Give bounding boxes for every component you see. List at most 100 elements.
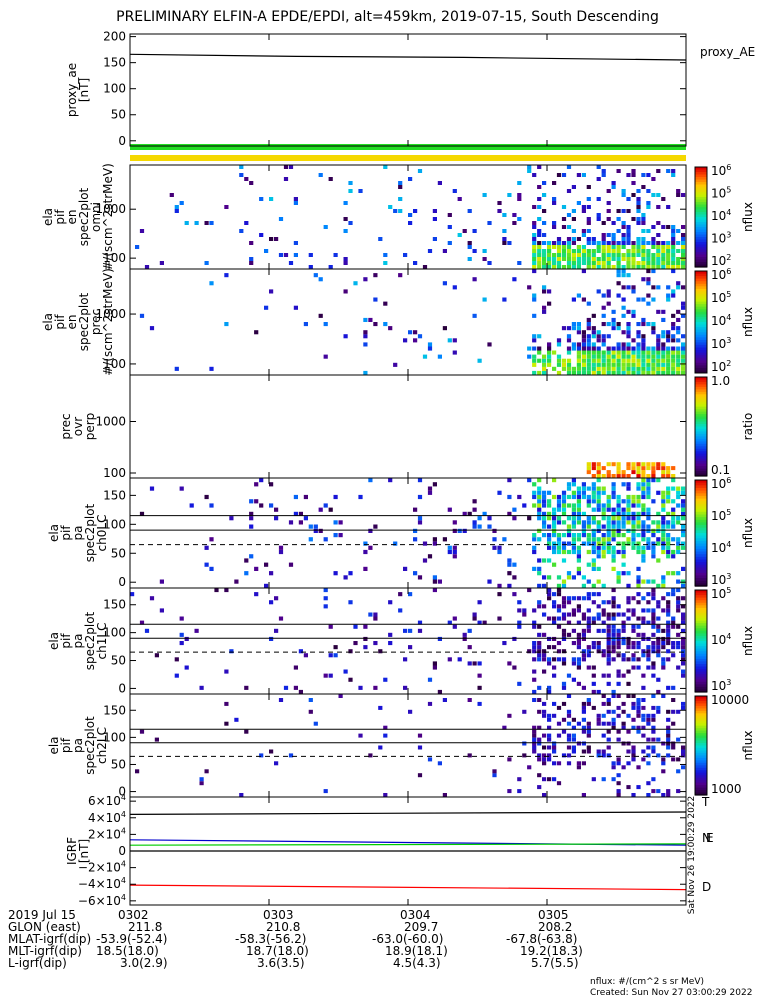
heatmap-cell [621,516,626,521]
heatmap-cell [552,741,557,746]
heatmap-cell [264,583,269,588]
heatmap-cell [576,721,581,726]
heatmap-cell [527,588,532,593]
heatmap-cell [616,575,621,580]
heatmap-cell [621,524,626,529]
colorbar-segment [695,635,707,639]
heatmap-cell [651,528,656,533]
heatmap-cell [556,499,562,504]
heatmap-cell [636,217,641,221]
heatmap-cell [566,265,572,269]
heatmap-cell [581,346,586,351]
heatmap-cell [601,524,606,529]
heatmap-cell [611,245,616,249]
heatmap-cell [556,342,562,347]
heatmap-cell [502,537,507,542]
heatmap-cell [681,313,686,318]
heatmap-cell [651,608,656,613]
heatmap-cell [571,249,576,253]
heatmap-cell [611,689,616,694]
colorbar-segment [695,543,707,547]
heatmap-cell [656,253,661,257]
colorbar-segment [695,506,707,510]
heatmap-cells [586,462,676,478]
heatmap-cell [641,261,646,265]
heatmap-cell [611,494,616,500]
heatmap-cell [542,503,547,508]
heatmap-cell [621,620,626,625]
heatmap-cell [596,579,601,584]
heatmap-cell [616,673,621,678]
colorbar-segment [695,703,707,707]
heatmap-cell [209,566,214,571]
heatmap-cell [616,628,621,633]
heatmap-cell [631,362,636,367]
heatmap-cell [532,741,537,746]
heatmap-cell [537,653,542,658]
y-axis-label: spec2plot [83,611,97,670]
heatmap-cell [596,604,601,609]
heatmap-cell [606,293,611,298]
heatmap-cell [606,499,611,504]
heatmap-cell [621,571,626,576]
heatmap-cell [591,362,596,367]
heatmap-cell [413,571,418,576]
heatmap-cell [611,761,616,766]
heatmap-cell [249,181,254,185]
heatmap-cell [671,334,676,339]
heatmap-cell [651,737,656,742]
heatmap-cell [656,636,661,641]
heatmap-cell [661,317,666,322]
heatmap-cell [174,366,179,371]
heatmap-cell [626,608,631,613]
heatmap-cell [656,753,661,758]
heatmap-cell [542,193,547,197]
colorbar-segment [695,217,707,221]
y-tick-label: 6×104 [88,793,126,808]
heatmap-cell [586,358,591,363]
heatmap-cell [502,237,507,241]
heatmap-cell [621,511,626,516]
heatmap-cell [646,173,651,177]
heatmap-cell [288,753,294,758]
colorbar [694,695,708,796]
heatmap-cell [611,249,616,253]
heatmap-cell [626,197,631,201]
footer-value: 18.9(18.1) [385,944,448,958]
heatmap-cell [651,499,656,504]
heatmap-cell [646,354,651,359]
heatmap-cell [547,253,552,257]
heatmap-cell [552,604,557,609]
heatmap-cell [576,620,581,625]
heatmap-cell [343,201,348,205]
heatmap-cell [606,217,611,221]
heatmap-cell [566,366,572,371]
heatmap-cell [432,209,437,213]
colorbar-label: nflux [741,202,755,232]
heatmap-cell [631,628,636,633]
heatmap-cell [666,725,671,730]
heatmap-cell [323,537,328,542]
heatmap-cell [333,494,338,500]
heatmap-cell [507,478,512,483]
y-axis-label: prec [59,413,73,439]
heatmap-cell [666,370,671,375]
heatmap-cell [601,503,606,508]
heatmap-cell [467,645,472,650]
heatmap-cell [681,620,686,625]
heatmap-cell [447,225,452,229]
heatmap-cell [616,549,621,555]
heatmap-cell [636,632,641,637]
heatmap-cell [467,511,472,516]
heatmap-cell [457,657,462,662]
heatmap-cell [616,494,621,500]
heatmap-cell [249,241,254,245]
heatmap-cell [656,169,661,173]
heatmap-cell [671,265,676,269]
heatmap-cell [671,620,676,625]
heatmap-cell [502,297,507,302]
heatmap-cell [542,793,547,797]
heatmap-cell [591,507,596,512]
